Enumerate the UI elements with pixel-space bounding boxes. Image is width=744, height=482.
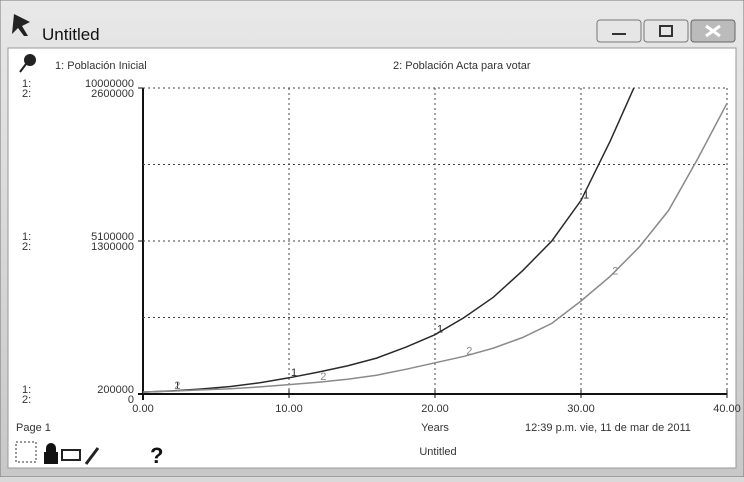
page-label: Page 1 bbox=[16, 422, 51, 434]
app-window: Untitled Page 1 12:39 p.m. vie, 11 de ma… bbox=[0, 0, 744, 477]
y2-axis-prefix: 2: bbox=[22, 88, 31, 100]
window-title: Untitled bbox=[42, 25, 100, 44]
graph-pad bbox=[8, 48, 736, 468]
x-tick-label: 20.00 bbox=[421, 403, 449, 415]
y2-axis-prefix: 2: bbox=[22, 241, 31, 253]
line-marker-label: 2 bbox=[612, 265, 618, 277]
x-tick-label: 0.00 bbox=[132, 403, 153, 415]
line-marker-label: 1 bbox=[437, 324, 443, 336]
page-name: Untitled bbox=[419, 446, 456, 458]
timestamp: 12:39 p.m. vie, 11 de mar de 2011 bbox=[525, 422, 691, 434]
line-marker-label: 2 bbox=[466, 345, 472, 357]
y2-tick-label: 2600000 bbox=[91, 88, 134, 100]
legend-entry: 2: Población Acta para votar bbox=[393, 60, 531, 72]
line-marker-label: 1 bbox=[583, 189, 589, 201]
minimize-button[interactable] bbox=[597, 20, 641, 42]
window-controls[interactable] bbox=[597, 20, 735, 42]
line-marker-label: 1 bbox=[291, 367, 297, 379]
help-button[interactable]: ? bbox=[150, 443, 163, 468]
maximize-button[interactable] bbox=[644, 20, 688, 42]
x-tick-label: 40.00 bbox=[713, 403, 741, 415]
x-tick-label: 10.00 bbox=[275, 403, 303, 415]
line-marker-label: 2 bbox=[174, 380, 180, 392]
x-axis-label: Years bbox=[421, 422, 449, 434]
y2-axis-prefix: 2: bbox=[22, 394, 31, 406]
line-marker-label: 2 bbox=[320, 371, 326, 383]
x-tick-label: 30.00 bbox=[567, 403, 595, 415]
y2-tick-label: 1300000 bbox=[91, 241, 134, 253]
legend-entry: 1: Población Inicial bbox=[55, 60, 147, 72]
